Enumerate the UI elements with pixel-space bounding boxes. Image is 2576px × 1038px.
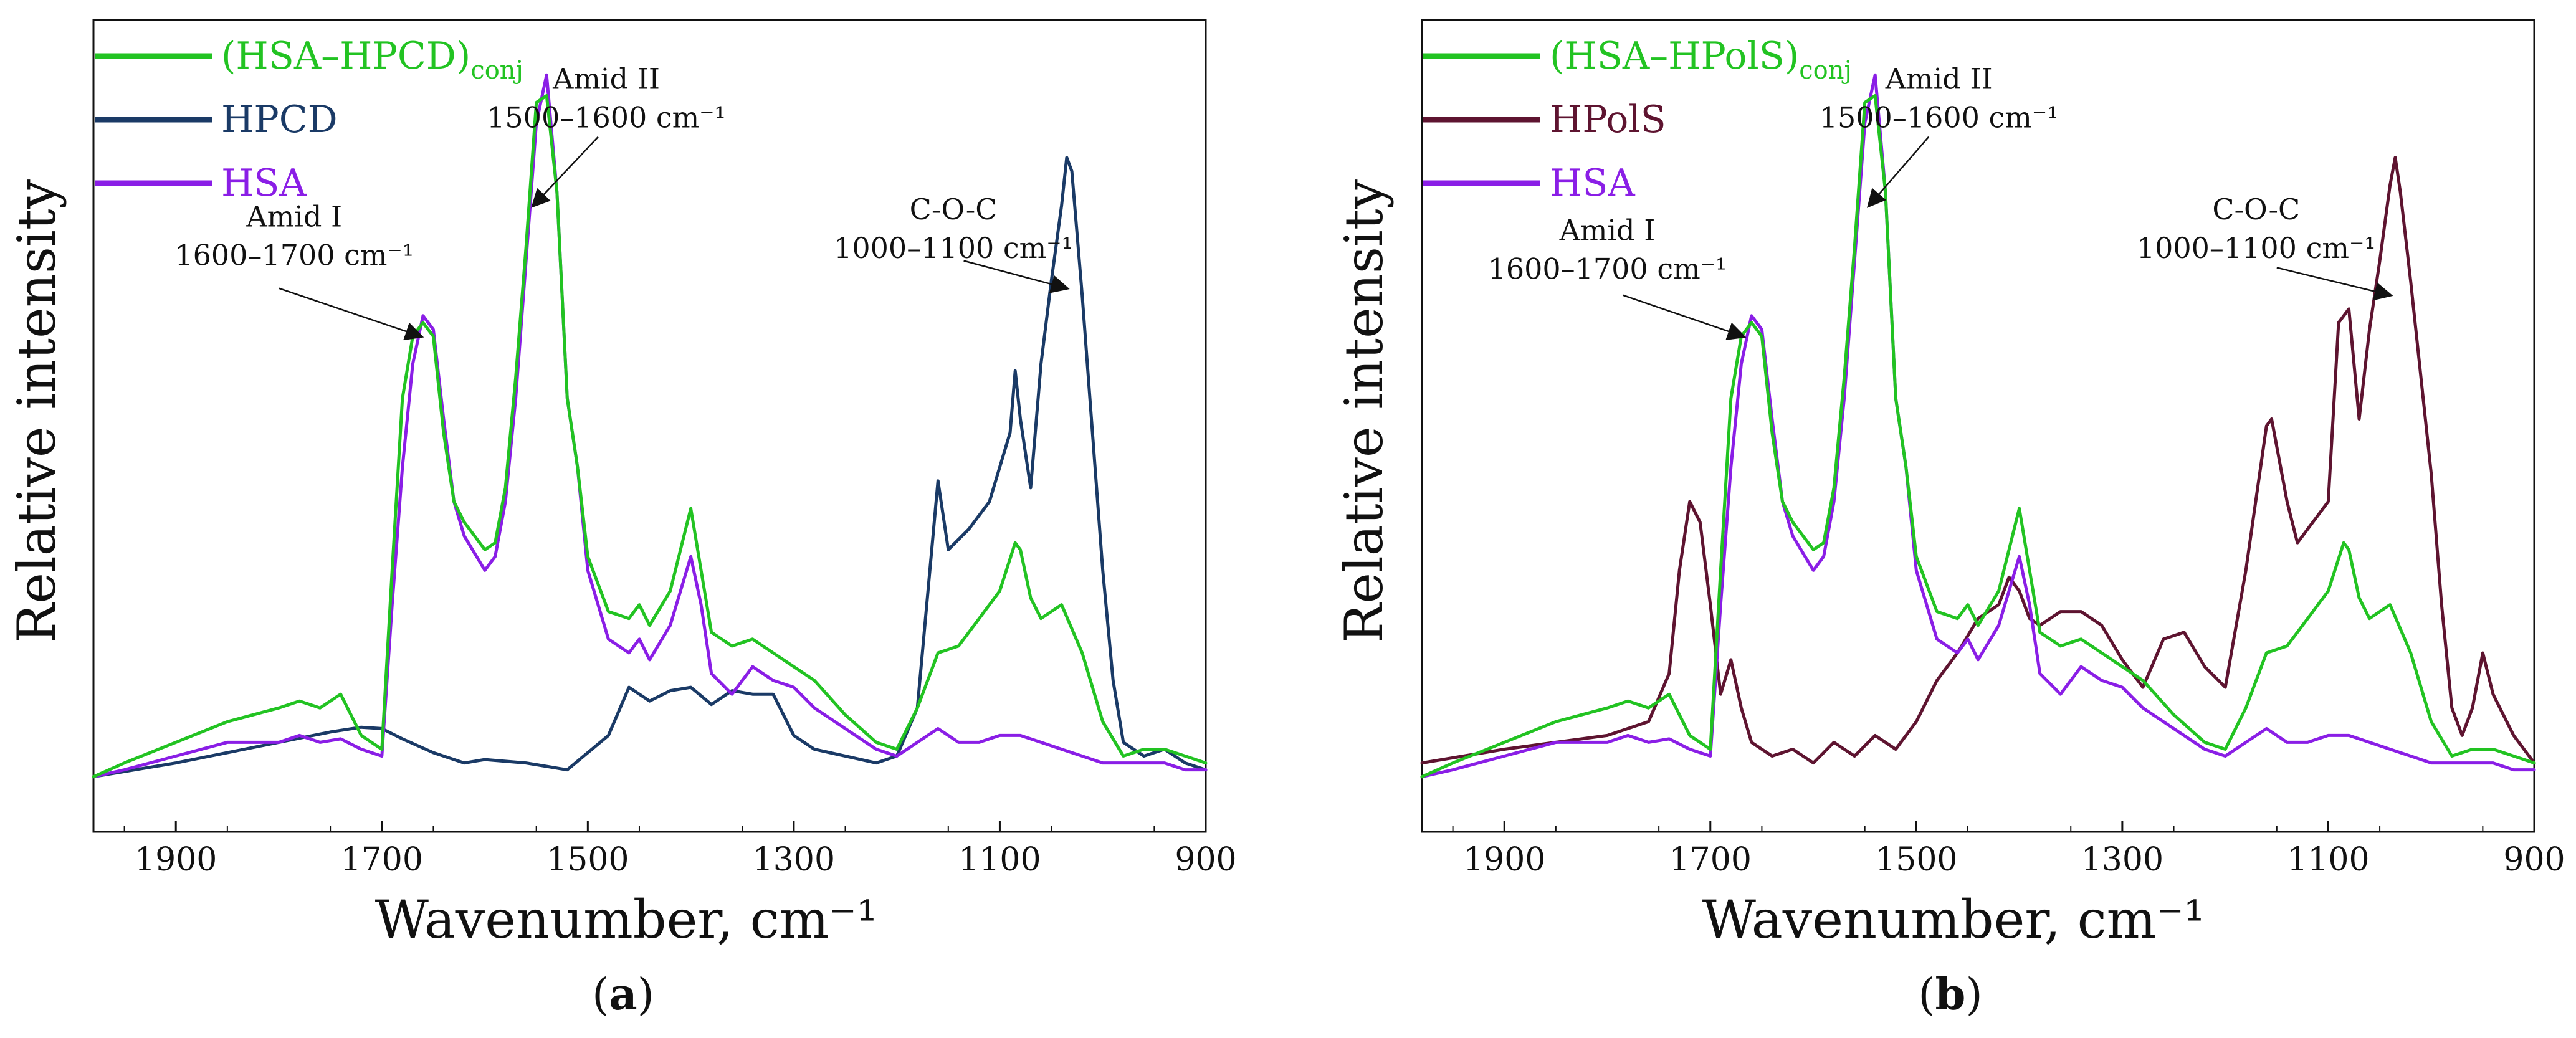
panel-b-xtick-label-1300: 1300 [2081, 841, 2163, 878]
panel-b-xtick-label-1100: 1100 [2287, 841, 2369, 878]
panel-b-annotation-title-2: C-O-C [2212, 193, 2300, 226]
panel-b-xtick-label-1900: 1900 [1463, 841, 1545, 878]
panel-a-annotation-title-1: Amid II [552, 62, 660, 95]
panel-a-annotation-title-0: Amid I [246, 199, 342, 233]
panel-b-series-line-2 [1420, 94, 2536, 779]
panel-b-annotation-range-2: 1000–1100 cm⁻¹ [2137, 231, 2376, 265]
panel-b-xtick-label-1500: 1500 [1875, 841, 1957, 878]
panel-b-xlabel: Wavenumber, cm⁻¹ [1702, 889, 2205, 950]
panel-a-xtick-label-1100: 1100 [958, 841, 1041, 878]
panel-a-annotation-range-1: 1500–1600 cm⁻¹ [487, 100, 726, 134]
panel-b-annotation-range-1: 1500–1600 cm⁻¹ [1820, 100, 2059, 134]
panel-a-legend-label-0: (HSA–HPCD)conj [221, 34, 523, 85]
panel-a-xtick-label-1900: 1900 [135, 841, 217, 878]
panel-a-annotation-title-2: C-O-C [910, 193, 998, 226]
panel-a-annotation-arrow-1 [531, 136, 599, 208]
panel-a-ylabel: Relative intensity [6, 179, 67, 643]
panel-b-xtick-label-900: 900 [2503, 841, 2565, 878]
panel-a-xtick-label-1300: 1300 [753, 841, 835, 878]
panel-a-xlabel: Wavenumber, cm⁻¹ [375, 889, 878, 950]
panel-a-series-line-0 [92, 156, 1208, 779]
panel-b-legend-label-1: HPolS [1550, 98, 1666, 141]
panel-a-annotation-arrow-2 [963, 260, 1070, 293]
panel-b-xtick-label-1700: 1700 [1669, 841, 1752, 878]
panel-a-series-line-2 [92, 94, 1208, 779]
panel-a-chart: Relative intensity Wavenumber, cm⁻¹ (a) … [6, 19, 1237, 1020]
panel-b-annotation-range-0: 1600–1700 cm⁻¹ [1488, 252, 1727, 285]
panel-b-caption: (b) [1918, 968, 1983, 1020]
panel-b-annotation-arrow-0 [1622, 294, 1747, 341]
panel-a-series-line-1 [92, 73, 1208, 779]
panel-b-legend-label-2: HSA [1550, 161, 1635, 205]
panel-a-legend-label-2: HSA [221, 161, 307, 205]
panel-a-legend-label-1: HPCD [221, 98, 338, 141]
panel-b-ylabel: Relative intensity [1333, 179, 1395, 643]
panel-a-annotation-range-0: 1600–1700 cm⁻¹ [174, 238, 414, 272]
panel-a-annotation-range-2: 1000–1100 cm⁻¹ [834, 231, 1073, 265]
panel-b-annotation-title-1: Amid II [1885, 62, 1993, 95]
panel-b-annotation-title-0: Amid I [1559, 213, 1656, 247]
panel-a-xtick-label-1500: 1500 [546, 841, 629, 878]
panel-a-xtick-label-1700: 1700 [341, 841, 423, 878]
panel-b-annotation-arrow-1 [1867, 136, 1930, 208]
panel-b-series-line-0 [1420, 156, 2536, 765]
panel-b-plot-frame [1421, 19, 2535, 833]
panel-b-annotation-arrow-2 [2276, 267, 2393, 301]
panel-a-plot-frame [92, 19, 1207, 833]
panel-a-xtick-label-900: 900 [1175, 841, 1236, 878]
panel-b-legend-label-0: (HSA–HPolS)conj [1550, 34, 1852, 85]
panel-a-caption: (a) [592, 968, 654, 1020]
panel-b-series-line-1 [1420, 73, 2536, 779]
panel-a-annotation-arrow-0 [279, 287, 424, 341]
panel-b-chart: Relative intensity Wavenumber, cm⁻¹ (b) … [1333, 19, 2565, 1020]
